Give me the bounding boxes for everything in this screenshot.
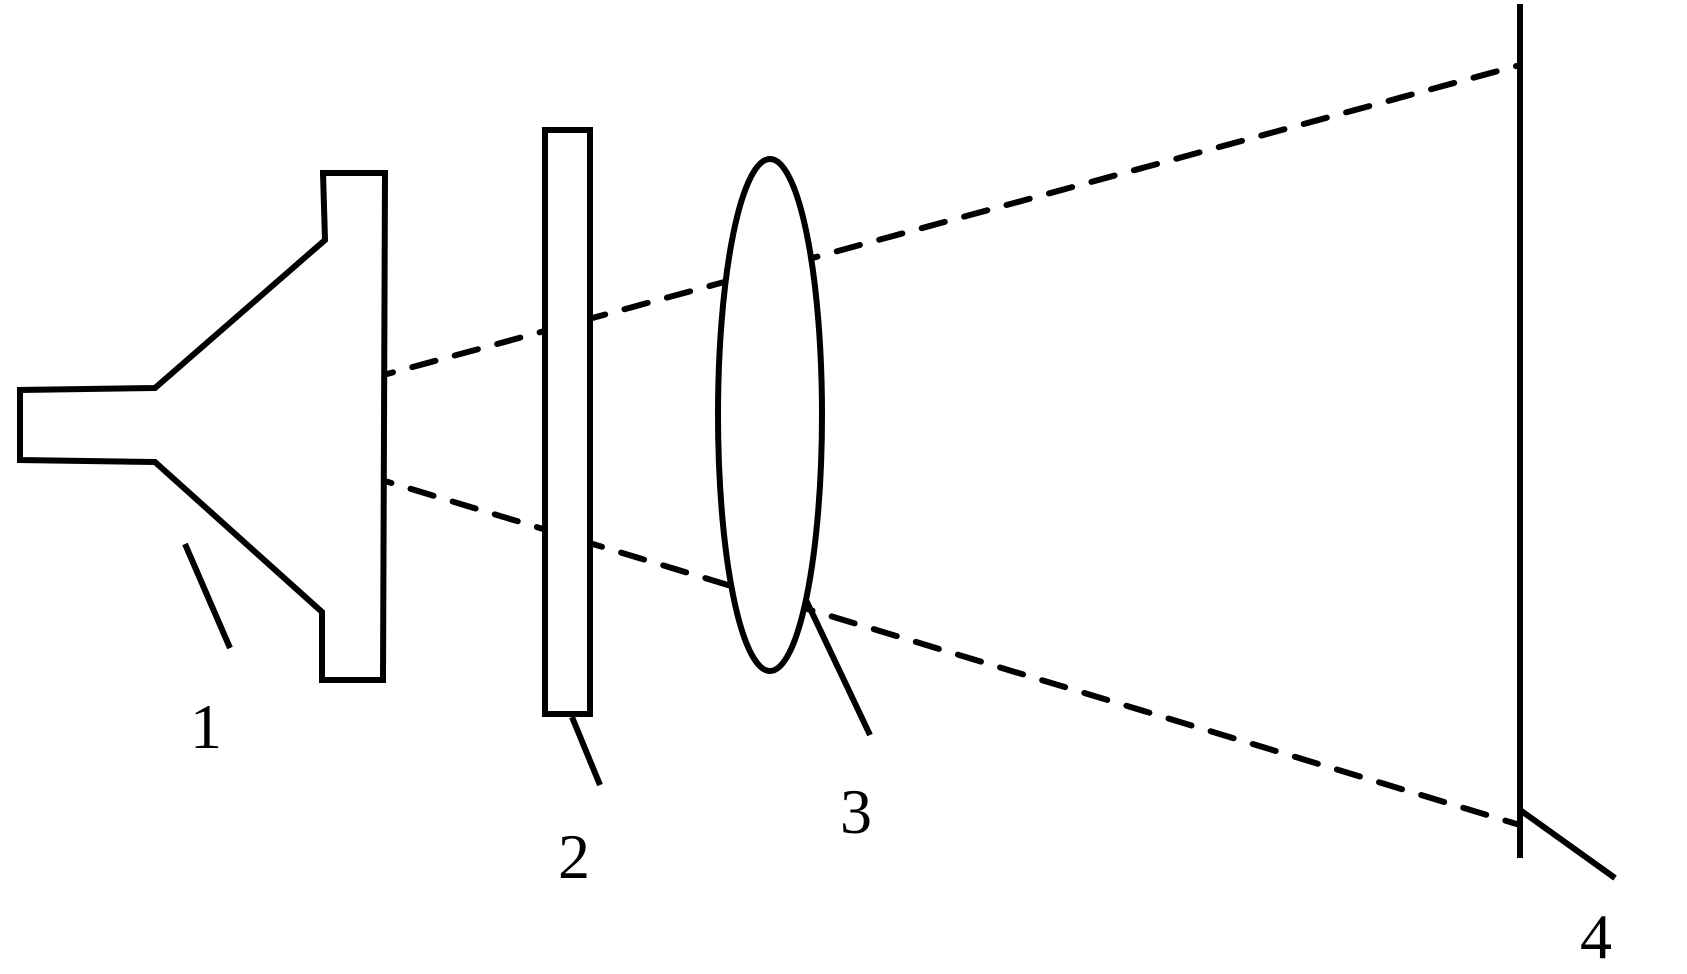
leader-1 bbox=[185, 544, 230, 648]
ray-bottom bbox=[200, 425, 1520, 825]
label-3: 3 bbox=[840, 775, 872, 849]
leader-4 bbox=[1520, 810, 1615, 878]
label-1: 1 bbox=[190, 690, 222, 764]
label-2: 2 bbox=[558, 820, 590, 894]
ray-top bbox=[200, 65, 1520, 425]
slab-element bbox=[545, 130, 590, 714]
label-4: 4 bbox=[1580, 900, 1612, 974]
leader-2 bbox=[572, 717, 600, 785]
lens-element bbox=[718, 159, 822, 671]
source-horn bbox=[20, 173, 385, 680]
